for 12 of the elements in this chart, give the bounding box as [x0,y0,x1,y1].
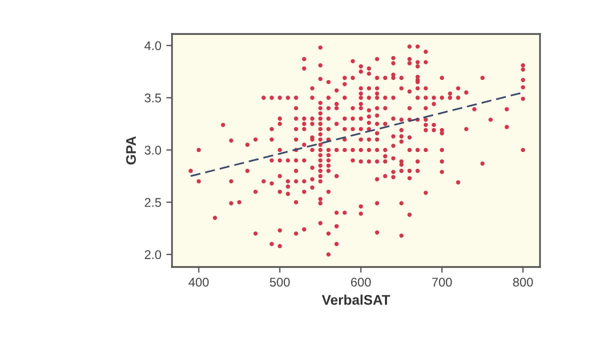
y-tick-label: 3.0 [144,146,162,155]
x-tick-label: 700 [432,278,452,287]
x-tick-label: 600 [351,278,371,287]
x-axis-title: VerbalSAT [322,294,390,305]
y-axis-title: GPA [126,136,136,164]
y-tick-label: 2.0 [144,250,162,260]
x-tick-label: 500 [270,278,290,287]
y-tick-label: 4.0 [144,41,162,50]
x-tick-label: 800 [513,278,533,287]
y-tick-label: 3.5 [144,94,162,102]
y-tick-label: 2.5 [144,198,162,207]
x-tick-label: 400 [188,278,209,287]
